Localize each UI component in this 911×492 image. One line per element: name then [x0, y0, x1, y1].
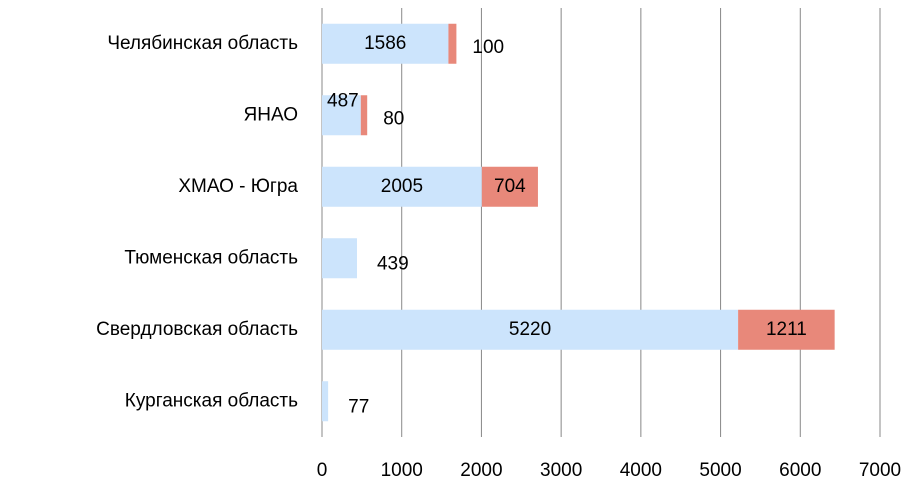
value-label: 487: [327, 90, 359, 111]
bar-segment: [322, 95, 361, 136]
x-tick-label: 6000: [779, 460, 821, 481]
value-label: 77: [348, 396, 369, 417]
bar-segment: [481, 166, 538, 207]
value-label: 1586: [364, 33, 406, 54]
y-tick-label: ЯНАО: [244, 104, 298, 125]
y-tick-label: Свердловская область: [96, 319, 298, 340]
value-label: 2005: [381, 176, 423, 197]
x-tick-label: 1000: [381, 460, 423, 481]
x-tick-label: 3000: [540, 460, 582, 481]
value-label: 100: [472, 37, 504, 58]
x-tick-label: 7000: [859, 460, 901, 481]
value-label: 439: [377, 253, 409, 274]
bar-segment: [360, 95, 368, 136]
y-tick-label: Челябинская область: [107, 33, 298, 54]
y-tick-label: Тюменская область: [124, 247, 298, 268]
bar-segment: [448, 23, 457, 64]
x-tick-label: 5000: [699, 460, 741, 481]
x-tick-label: 2000: [460, 460, 502, 481]
y-tick-label: ХМАО - Югра: [178, 176, 298, 197]
x-tick-label: 4000: [620, 460, 662, 481]
bar-segment: [322, 238, 357, 279]
bar-segment: [322, 381, 329, 422]
bar-segment: [322, 23, 449, 64]
bar-segment: [322, 166, 482, 207]
value-label: 704: [494, 176, 526, 197]
value-label: 1211: [766, 319, 807, 340]
bar-segment: [322, 309, 739, 350]
value-label: 5220: [509, 319, 551, 340]
bar-segment: [738, 309, 835, 350]
y-tick-label: Курганская область: [125, 390, 298, 411]
x-tick-label: 0: [317, 460, 328, 481]
value-label: 80: [383, 108, 404, 129]
